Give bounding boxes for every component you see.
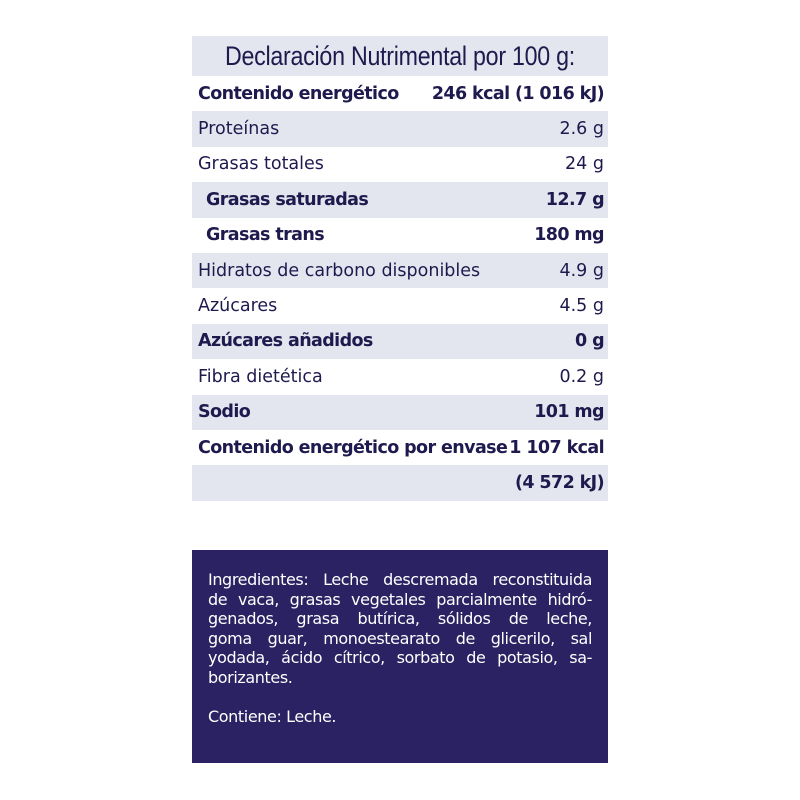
nutrition-row: (4 572 kJ) [192, 465, 608, 501]
allergen-statement: Contiene: Leche. [208, 707, 337, 726]
nutrient-label: Proteínas [198, 119, 280, 140]
nutrient-label: Grasas totales [198, 154, 324, 175]
nutrition-row: Azúcares añadidos 0 g [192, 323, 608, 360]
nutrition-row: Grasas saturadas 12.7 g [192, 182, 608, 218]
nutrition-table: Declaración Nutrimental por 100 g: Conte… [192, 36, 608, 501]
nutrient-label: Azúcares añadidos [198, 331, 373, 352]
nutrient-label: Fibra dietética [198, 366, 323, 387]
nutrient-value: 1 107 kcal [509, 437, 604, 458]
ingredients-line: Ingredientes: Leche descremada reconstit… [208, 570, 592, 589]
nutrient-value: 0 g [575, 331, 605, 352]
nutrient-value: 24 g [565, 154, 604, 175]
nutrition-row: Contenido energético por envase 1 107 kca… [192, 430, 608, 465]
nutrient-label: Hidratos de carbono disponibles [198, 260, 481, 281]
nutrition-row: Proteínas 2.6 g [192, 111, 608, 147]
nutrient-label: Sodio [198, 402, 251, 423]
nutrient-label: Azúcares [198, 296, 278, 317]
nutrient-value: 2.6 g [559, 119, 604, 140]
ingredients-text: Ingredientes: Leche descremada reconstit… [208, 570, 592, 687]
nutrition-title: Declaración Nutrimental por 100 g: [221, 36, 579, 76]
nutrient-value: 4.9 g [559, 260, 604, 281]
ingredients-line: borizantes. [208, 667, 293, 687]
nutrient-value: 4.5 g [559, 296, 604, 317]
nutrient-label: Contenido energético [198, 83, 399, 104]
ingredients-line: genados, grasa butírica, sólidos de lech… [208, 609, 592, 628]
nutrient-label: Contenido energético por envase [198, 437, 508, 458]
nutrition-row: Hidratos de carbono disponibles 4.9 g [192, 252, 608, 289]
nutrition-row: Grasas totales 24 g [192, 147, 608, 182]
nutrition-row: Contenido energético 246 kcal (1 016 kJ) [192, 76, 608, 111]
ingredients-line: de vaca, grasas vegetales parcialmente h… [208, 589, 592, 609]
nutrition-title-bar: Declaración Nutrimental por 100 g: [192, 36, 608, 76]
nutrition-row: Sodio 101 mg [192, 394, 608, 430]
nutrient-value: 246 kcal (1 016 kJ) [431, 83, 605, 104]
nutrient-value: 101 mg [534, 402, 604, 423]
nutrition-row: Fibra dietética 0.2 g [192, 359, 608, 394]
nutrient-value: 180 mg [534, 225, 604, 246]
ingredients-line: goma guar, monoestearato de glicerilo, s… [208, 628, 592, 648]
nutrient-value: 0.2 g [559, 366, 604, 387]
nutrient-label: Grasas trans [206, 225, 325, 246]
ingredients-box: Ingredientes: Leche descremada reconstit… [192, 550, 608, 763]
nutrient-value: 12.7 g [545, 189, 605, 210]
nutrition-row: Azúcares 4.5 g [192, 288, 608, 323]
nutrient-value: (4 572 kJ) [514, 472, 605, 493]
ingredients-line: yodada, ácido cítrico, sorbato de potasi… [208, 648, 592, 667]
nutrient-label: Grasas saturadas [206, 189, 369, 210]
nutrition-row: Grasas trans 180 mg [192, 218, 608, 253]
